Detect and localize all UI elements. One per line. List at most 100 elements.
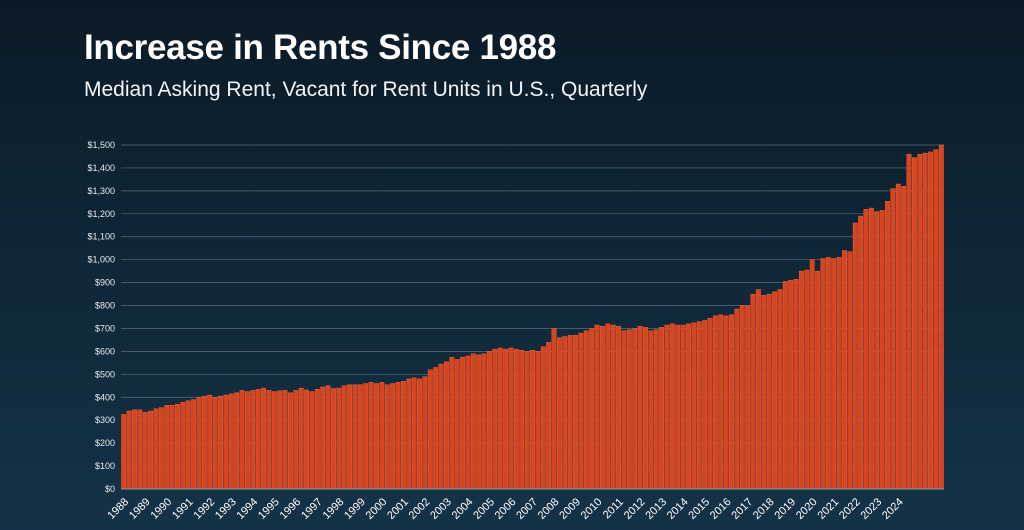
y-tick-label: $400 xyxy=(95,392,115,402)
bar xyxy=(470,353,476,490)
x-tick-label: 2023 xyxy=(859,496,885,522)
bar xyxy=(530,350,535,490)
bar xyxy=(712,315,718,490)
bar xyxy=(799,270,804,490)
bar xyxy=(196,397,202,490)
bar xyxy=(401,381,406,490)
bar xyxy=(707,317,713,490)
bar xyxy=(669,323,675,490)
bar xyxy=(293,390,299,490)
bar xyxy=(175,403,180,490)
bar xyxy=(288,392,293,490)
bar xyxy=(309,391,315,490)
x-tick-label: 1992 xyxy=(192,496,218,522)
x-tick-label: 2005 xyxy=(471,496,497,522)
x-axis: 1988198919901991199219931994199519961997… xyxy=(105,488,944,522)
bar xyxy=(266,390,272,490)
bar xyxy=(148,410,153,490)
y-tick-label: $800 xyxy=(95,301,115,311)
bar xyxy=(524,351,530,490)
bar xyxy=(825,257,831,490)
x-tick-label: 2010 xyxy=(579,496,605,522)
bar xyxy=(842,250,847,490)
bar xyxy=(374,383,379,490)
y-axis: $0 $100 $200 $300 $400 $500 $600 $700 $800 $900 $1… xyxy=(87,140,115,494)
bar xyxy=(621,330,627,490)
bar xyxy=(438,363,444,490)
bar xyxy=(691,322,697,490)
y-tick-label: $500 xyxy=(95,369,115,379)
x-tick-label: 2003 xyxy=(428,496,454,522)
bar xyxy=(255,389,261,490)
y-tick-label: $1,200 xyxy=(87,209,115,219)
bar xyxy=(809,259,815,490)
bar xyxy=(513,348,519,490)
bars xyxy=(121,144,944,490)
bar xyxy=(551,328,557,490)
bar xyxy=(556,337,562,490)
bar xyxy=(417,378,422,490)
bar xyxy=(578,332,584,490)
bar xyxy=(185,400,191,490)
bar xyxy=(357,384,363,490)
bar xyxy=(449,356,455,490)
bar xyxy=(546,342,552,490)
bar xyxy=(594,324,600,490)
bar xyxy=(756,289,761,490)
bar xyxy=(492,348,498,490)
bar xyxy=(535,351,541,490)
bar xyxy=(573,335,578,490)
bar xyxy=(180,402,186,490)
x-tick-label: 1990 xyxy=(148,496,174,522)
bar xyxy=(772,291,777,490)
x-tick-label: 2008 xyxy=(536,496,562,522)
bar xyxy=(874,211,880,490)
bar xyxy=(777,289,783,490)
bar xyxy=(879,210,885,490)
bar xyxy=(605,323,611,490)
x-tick-label: 2022 xyxy=(837,496,863,522)
bar xyxy=(142,411,148,490)
bar xyxy=(723,315,729,490)
bar xyxy=(454,359,460,490)
bar xyxy=(820,258,826,490)
y-tick-label: $1,300 xyxy=(87,186,115,196)
bar xyxy=(347,384,353,490)
bar xyxy=(497,347,503,490)
bar xyxy=(761,295,767,490)
bar xyxy=(244,391,250,490)
bar xyxy=(836,257,842,490)
bar xyxy=(158,407,164,490)
bar xyxy=(411,377,417,490)
x-tick-label: 1995 xyxy=(256,496,282,522)
x-tick-label: 1996 xyxy=(278,496,304,522)
x-tick-label: 2016 xyxy=(708,496,734,522)
bar xyxy=(169,405,175,490)
bar xyxy=(239,390,245,490)
x-tick-label: 2020 xyxy=(794,496,820,522)
bar xyxy=(508,347,514,490)
x-tick-label: 2021 xyxy=(815,496,841,522)
bar xyxy=(831,258,837,490)
bar xyxy=(261,387,266,490)
x-tick-label: 2011 xyxy=(601,496,626,521)
bar xyxy=(153,408,159,490)
bar xyxy=(379,382,385,490)
bar xyxy=(395,382,401,490)
bar xyxy=(922,152,928,490)
x-tick-label: 1994 xyxy=(235,496,261,522)
bar xyxy=(363,383,369,490)
bar xyxy=(643,327,648,490)
bar xyxy=(218,395,223,490)
bar xyxy=(766,293,772,490)
bar xyxy=(465,355,471,490)
x-tick-label: 2002 xyxy=(407,496,433,522)
bar xyxy=(540,346,546,490)
bar xyxy=(223,394,229,490)
bar xyxy=(793,278,799,490)
bar xyxy=(228,393,234,490)
bar xyxy=(320,386,326,490)
bar xyxy=(626,329,632,490)
bar xyxy=(917,153,923,490)
bar xyxy=(868,207,874,490)
